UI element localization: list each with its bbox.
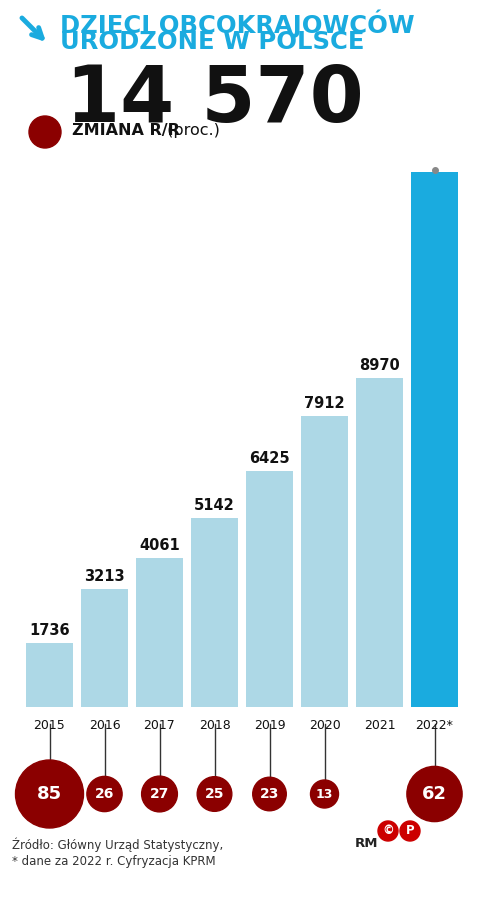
Bar	[246, 471, 293, 707]
Text: Źródło: Główny Urząd Statystyczny,
* dane za 2022 r. Cyfryzacja KPRM: Źródło: Główny Urząd Statystyczny, * dan…	[12, 837, 223, 869]
Text: ©: ©	[382, 824, 394, 837]
Circle shape	[29, 116, 61, 148]
Circle shape	[378, 821, 398, 841]
Text: RM: RM	[355, 837, 379, 850]
Text: 23: 23	[260, 787, 279, 801]
Bar	[301, 417, 348, 707]
Bar	[136, 557, 183, 707]
Text: 1736: 1736	[29, 623, 70, 639]
Text: 2018: 2018	[199, 719, 230, 732]
Text: 2022*: 2022*	[416, 719, 454, 732]
Text: 2020: 2020	[309, 719, 340, 732]
Circle shape	[311, 780, 338, 808]
Circle shape	[407, 767, 462, 822]
Circle shape	[87, 777, 122, 812]
Text: 7912: 7912	[304, 397, 345, 411]
Text: DZIECI OBCOKRAJOWCÓW: DZIECI OBCOKRAJOWCÓW	[60, 9, 415, 38]
Text: 13: 13	[316, 787, 333, 800]
Text: 6425: 6425	[249, 451, 290, 466]
Bar	[26, 643, 73, 707]
Text: 14 570: 14 570	[66, 62, 364, 138]
Text: 2021: 2021	[364, 719, 396, 732]
Circle shape	[142, 776, 178, 812]
Text: URODZONE W POLSCE: URODZONE W POLSCE	[60, 30, 364, 54]
Bar	[191, 518, 238, 707]
Bar	[411, 172, 458, 707]
Text: P: P	[406, 824, 414, 837]
Text: 27: 27	[150, 787, 169, 801]
Text: 62: 62	[422, 785, 447, 803]
Text: 25: 25	[205, 787, 224, 801]
Bar	[81, 589, 128, 707]
Text: 8970: 8970	[359, 357, 400, 373]
Text: 2015: 2015	[34, 719, 65, 732]
Text: 2017: 2017	[144, 719, 175, 732]
Text: 26: 26	[95, 787, 114, 801]
Text: 2016: 2016	[89, 719, 120, 732]
Circle shape	[400, 821, 420, 841]
Circle shape	[253, 778, 286, 811]
Text: 3213: 3213	[84, 569, 125, 584]
Text: 85: 85	[37, 785, 62, 803]
Text: 4061: 4061	[139, 538, 180, 553]
Circle shape	[15, 760, 84, 828]
Text: ZMIANA R/R: ZMIANA R/R	[72, 124, 180, 139]
Bar	[356, 378, 403, 707]
Circle shape	[197, 777, 232, 811]
Text: 2019: 2019	[254, 719, 285, 732]
Text: (proc.): (proc.)	[162, 124, 220, 139]
Text: 5142: 5142	[194, 498, 235, 513]
